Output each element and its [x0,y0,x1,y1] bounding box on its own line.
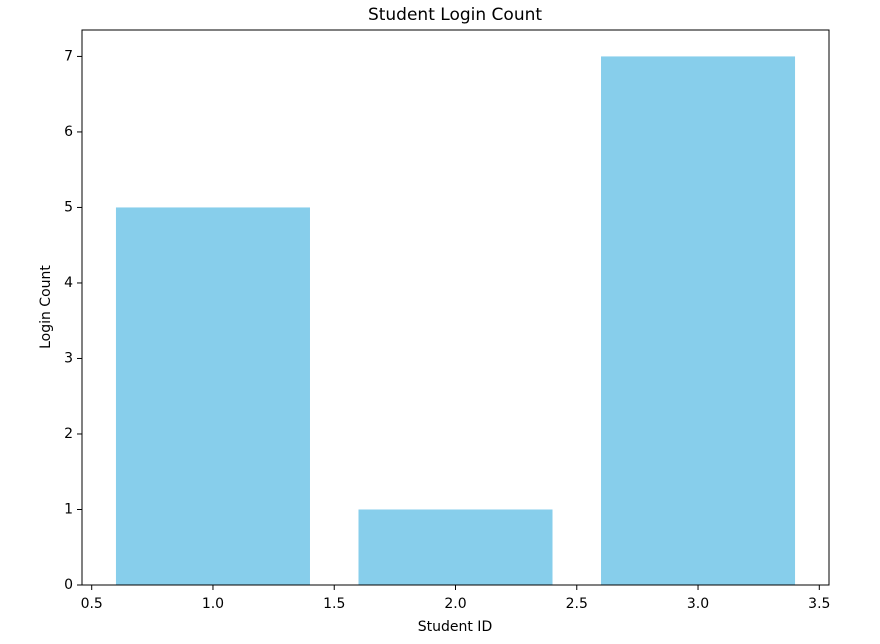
y-tick-label: 0 [64,577,73,593]
y-tick-label: 3 [64,350,73,366]
y-tick-label: 4 [64,275,73,291]
y-tick-label: 6 [64,124,73,140]
x-tick-label: 0.5 [81,596,103,612]
y-axis-label: Login Count [38,265,54,349]
y-tick-label: 1 [64,501,73,517]
x-tick-label: 3.0 [687,596,709,612]
y-tick-label: 5 [64,199,73,215]
y-tick-label: 7 [64,48,73,64]
x-tick-label: 1.5 [323,596,345,612]
bar [115,207,310,585]
x-tick-label: 3.5 [808,596,830,612]
x-tick-label: 2.0 [444,596,466,612]
bar [601,56,796,585]
x-tick-label: 2.5 [566,596,588,612]
chart-title: Student Login Count [368,5,542,25]
bar [358,509,553,585]
x-tick-label: 1.0 [202,596,224,612]
x-axis-label: Student ID [418,619,492,635]
y-tick-label: 2 [64,426,73,442]
